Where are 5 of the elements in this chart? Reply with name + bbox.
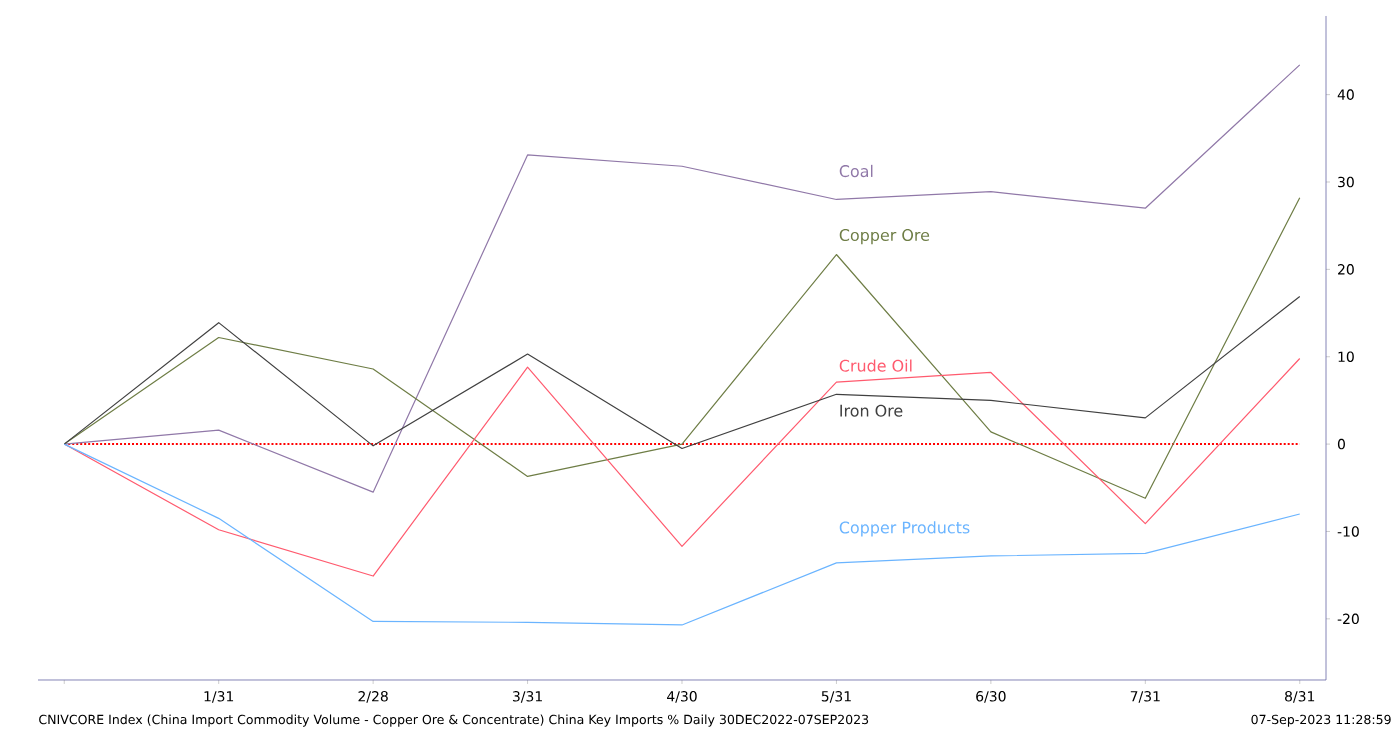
line-series [63,357,1301,577]
line-series [63,295,1301,450]
line-series [63,443,1301,626]
line-series [63,197,1301,499]
line-series [63,64,1301,493]
